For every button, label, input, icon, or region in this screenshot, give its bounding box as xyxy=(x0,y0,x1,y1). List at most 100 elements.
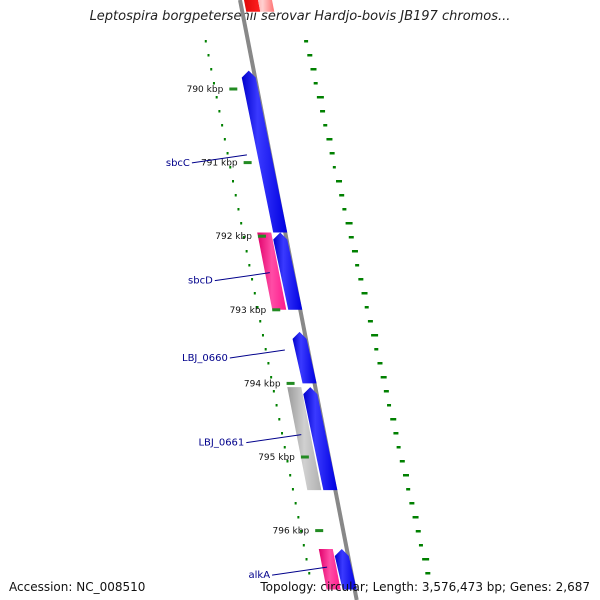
gc-dot xyxy=(229,166,232,169)
gc-dot xyxy=(294,502,297,505)
gc-dash xyxy=(316,96,324,99)
gene-label-LBJ_0660[interactable]: LBJ_0660 xyxy=(182,353,228,364)
gc-dot xyxy=(210,68,213,71)
gc-dot xyxy=(261,334,264,337)
gc-dash xyxy=(418,544,423,547)
gc-dash xyxy=(412,516,419,519)
gene-label-alkA[interactable]: alkA xyxy=(249,570,271,581)
gc-dot xyxy=(264,348,267,351)
tick-label: 792 kbp xyxy=(215,232,252,242)
gc-dash xyxy=(351,250,358,253)
gene-alkA[interactable] xyxy=(334,549,357,590)
gc-dash xyxy=(364,306,369,309)
gc-dot xyxy=(259,320,262,323)
feature-bar-rose[interactable] xyxy=(251,0,275,12)
gc-dot xyxy=(226,152,229,155)
gc-dot xyxy=(212,82,215,85)
gc-dash xyxy=(304,40,309,43)
gc-dot xyxy=(283,446,286,449)
gc-dot xyxy=(221,124,224,127)
gc-dot xyxy=(300,530,303,533)
gc-dot xyxy=(218,110,221,113)
gc-dot xyxy=(240,222,243,225)
gc-dash xyxy=(348,236,354,239)
gc-dash xyxy=(355,264,360,267)
gc-dash xyxy=(342,208,347,211)
gc-dash xyxy=(393,432,399,435)
gc-dot xyxy=(232,180,235,183)
gc-dash xyxy=(383,390,389,393)
gc-dash xyxy=(377,362,383,365)
gc-dot xyxy=(267,362,270,365)
gc-dot xyxy=(237,208,240,211)
gc-dash xyxy=(406,488,411,491)
tick-label: 791 kbp xyxy=(201,159,238,169)
gene-sbcD[interactable] xyxy=(273,232,303,310)
gc-dash xyxy=(326,138,333,141)
label-leader-sbcD xyxy=(214,272,270,282)
label-leader-sbcC xyxy=(191,154,247,164)
gc-dash xyxy=(409,502,415,505)
gc-dash xyxy=(396,446,401,449)
gc-dash xyxy=(380,376,387,379)
gc-dash xyxy=(361,292,368,295)
label-leader-LBJ_0660 xyxy=(229,349,285,359)
gene-label-sbcC[interactable]: sbcC xyxy=(166,158,190,169)
gc-dot xyxy=(281,432,284,435)
gene-label-LBJ_0661[interactable]: LBJ_0661 xyxy=(198,438,244,449)
tick-label: 793 kbp xyxy=(230,306,267,316)
gc-dash xyxy=(367,320,373,323)
gc-dash xyxy=(313,82,318,85)
accession-label: Accession: NC_008510 xyxy=(9,580,146,594)
gc-dot xyxy=(272,390,275,393)
gc-dash xyxy=(415,530,421,533)
gc-dash xyxy=(399,460,405,463)
gc-dash xyxy=(345,222,353,225)
gc-dash xyxy=(422,558,430,561)
gc-dot xyxy=(248,264,251,267)
feature-bar-4[interactable] xyxy=(318,549,341,590)
gene-sbcC[interactable] xyxy=(241,70,288,233)
tick-label: 795 kbp xyxy=(258,453,295,463)
gc-dash xyxy=(307,54,313,57)
gc-dash xyxy=(371,334,379,337)
gc-dot xyxy=(215,96,218,99)
gc-dash xyxy=(332,166,336,169)
gc-dash xyxy=(374,348,379,351)
gc-dot xyxy=(251,278,254,281)
gc-dot xyxy=(297,516,300,519)
label-leader-LBJ_0661 xyxy=(246,434,302,444)
gene-label-sbcD[interactable]: sbcD xyxy=(188,276,213,287)
tick-label: 796 kbp xyxy=(273,527,310,537)
gc-dot xyxy=(275,404,278,407)
tick-label: 790 kbp xyxy=(187,85,224,95)
gc-dot xyxy=(223,138,226,141)
gc-dot xyxy=(245,250,248,253)
gc-dash xyxy=(339,194,345,197)
feature-bar-3[interactable] xyxy=(287,387,322,491)
gene-LBJ_0661[interactable] xyxy=(303,387,338,491)
gc-dot xyxy=(278,418,281,421)
feature-bar-red[interactable] xyxy=(237,0,261,12)
label-leader-alkA xyxy=(272,566,328,576)
gc-dash xyxy=(310,68,317,71)
gc-dash xyxy=(425,572,431,575)
genome-summary: Topology: circular; Length: 3,576,473 bp… xyxy=(260,580,590,594)
gc-dot xyxy=(234,194,237,197)
map-title: Leptospira borgpetersenii serovar Hardjo… xyxy=(89,9,511,24)
gc-dot xyxy=(302,544,305,547)
gc-dot xyxy=(305,558,308,561)
gene-LBJ_0660[interactable] xyxy=(292,331,317,384)
gc-dot xyxy=(207,54,210,57)
gc-dash xyxy=(336,180,343,183)
gc-dash xyxy=(390,418,397,421)
gc-dash xyxy=(387,404,392,407)
gc-dash xyxy=(320,110,326,113)
gc-dash xyxy=(323,124,328,127)
gc-dash xyxy=(329,152,335,155)
gc-dot xyxy=(291,488,294,491)
gc-dot xyxy=(204,40,207,43)
feature-bar-2[interactable] xyxy=(257,232,287,310)
gc-dot xyxy=(253,292,256,295)
